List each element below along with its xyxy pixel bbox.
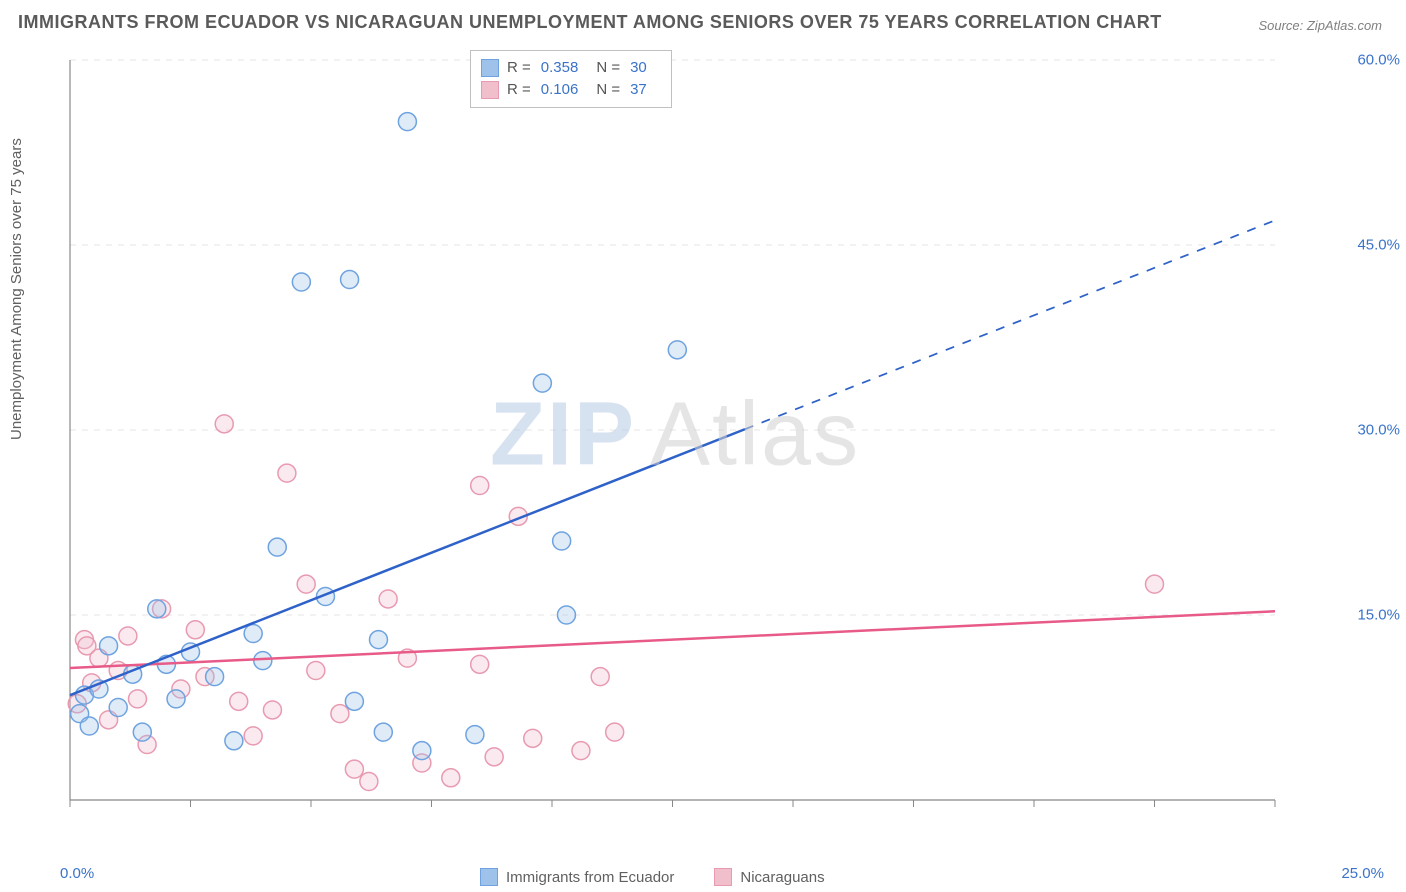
r-label-2: R = bbox=[507, 79, 531, 101]
legend-label-nicaragua: Nicaraguans bbox=[740, 869, 824, 886]
r-value-ecuador: 0.358 bbox=[541, 57, 579, 79]
swatch-nicaragua-bottom bbox=[714, 868, 732, 886]
r-value-nicaragua: 0.106 bbox=[541, 79, 579, 101]
y-axis-tick: 30.0% bbox=[1357, 422, 1400, 439]
legend-row-ecuador: R = 0.358 N = 30 bbox=[481, 57, 657, 79]
y-axis-tick: 45.0% bbox=[1357, 237, 1400, 254]
n-label-2: N = bbox=[596, 79, 620, 101]
n-label: N = bbox=[596, 57, 620, 79]
x-axis-min: 0.0% bbox=[60, 865, 94, 882]
plot-area: ZIP Atlas bbox=[60, 50, 1340, 830]
y-axis-tick: 15.0% bbox=[1357, 607, 1400, 624]
x-axis-max: 25.0% bbox=[1341, 865, 1384, 882]
legend-label-ecuador: Immigrants from Ecuador bbox=[506, 869, 674, 886]
chart-title: IMMIGRANTS FROM ECUADOR VS NICARAGUAN UN… bbox=[18, 12, 1162, 33]
chart-svg bbox=[60, 50, 1340, 830]
n-value-ecuador: 30 bbox=[630, 57, 647, 79]
source-credit: Source: ZipAtlas.com bbox=[1258, 18, 1382, 33]
swatch-nicaragua bbox=[481, 81, 499, 99]
legend-row-nicaragua: R = 0.106 N = 37 bbox=[481, 79, 657, 101]
legend-item-nicaragua: Nicaraguans bbox=[714, 868, 824, 886]
y-axis-tick: 60.0% bbox=[1357, 52, 1400, 69]
legend-correlation: R = 0.358 N = 30 R = 0.106 N = 37 bbox=[470, 50, 672, 108]
n-value-nicaragua: 37 bbox=[630, 79, 647, 101]
swatch-ecuador-bottom bbox=[480, 868, 498, 886]
swatch-ecuador bbox=[481, 59, 499, 77]
legend-item-ecuador: Immigrants from Ecuador bbox=[480, 868, 674, 886]
legend-series: Immigrants from Ecuador Nicaraguans bbox=[480, 868, 825, 886]
y-axis-label: Unemployment Among Seniors over 75 years bbox=[8, 138, 25, 440]
r-label: R = bbox=[507, 57, 531, 79]
